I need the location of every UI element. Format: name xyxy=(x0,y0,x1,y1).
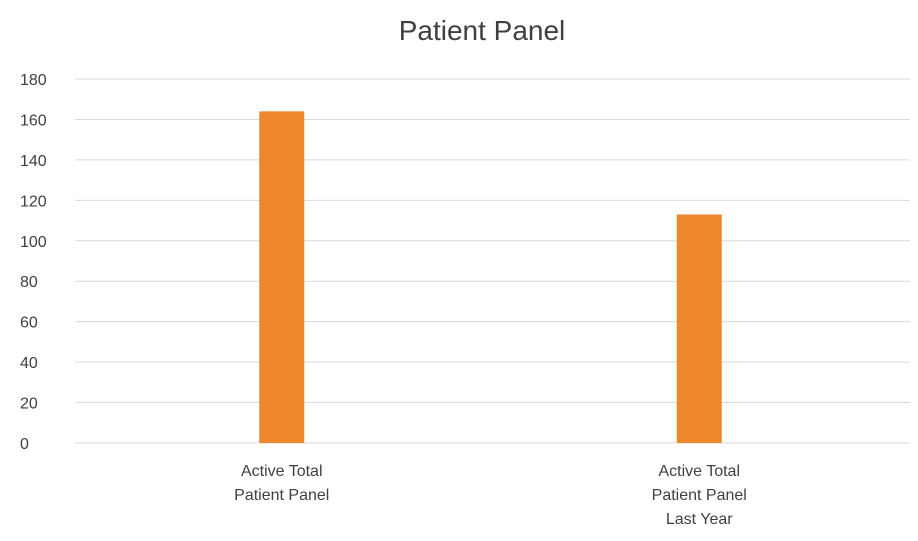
y-tick-label: 180 xyxy=(20,72,47,89)
y-tick-label: 60 xyxy=(20,315,38,332)
bars xyxy=(259,111,722,443)
bar-1 xyxy=(676,214,722,443)
x-category-label: Active Total Patient Panel Last Year xyxy=(652,463,747,528)
chart-title: Patient Panel xyxy=(399,15,566,46)
x-category-label-line: Active Total xyxy=(658,463,740,480)
y-tick-label: 140 xyxy=(20,153,47,170)
y-tick-label: 80 xyxy=(20,274,38,291)
y-tick-label: 20 xyxy=(20,396,38,413)
y-tick-label: 100 xyxy=(20,234,47,251)
bar-0 xyxy=(259,111,305,443)
x-axis-labels: Active Total Patient Panel Active Total Pat… xyxy=(234,463,747,528)
x-category-label-line: Active Total xyxy=(241,463,323,480)
x-category-label: Active Total Patient Panel xyxy=(234,463,329,504)
gridlines xyxy=(75,78,910,444)
x-category-label-line: Last Year xyxy=(666,511,733,528)
y-tick-label: 120 xyxy=(20,193,47,210)
y-axis-ticks: 0 20 40 60 80 100 120 140 160 180 xyxy=(20,72,47,453)
y-tick-label: 160 xyxy=(20,112,47,129)
x-category-label-line: Patient Panel xyxy=(652,487,747,504)
x-category-label-line: Patient Panel xyxy=(234,487,329,504)
y-tick-label: 0 xyxy=(20,436,29,453)
y-tick-label: 40 xyxy=(20,355,38,372)
